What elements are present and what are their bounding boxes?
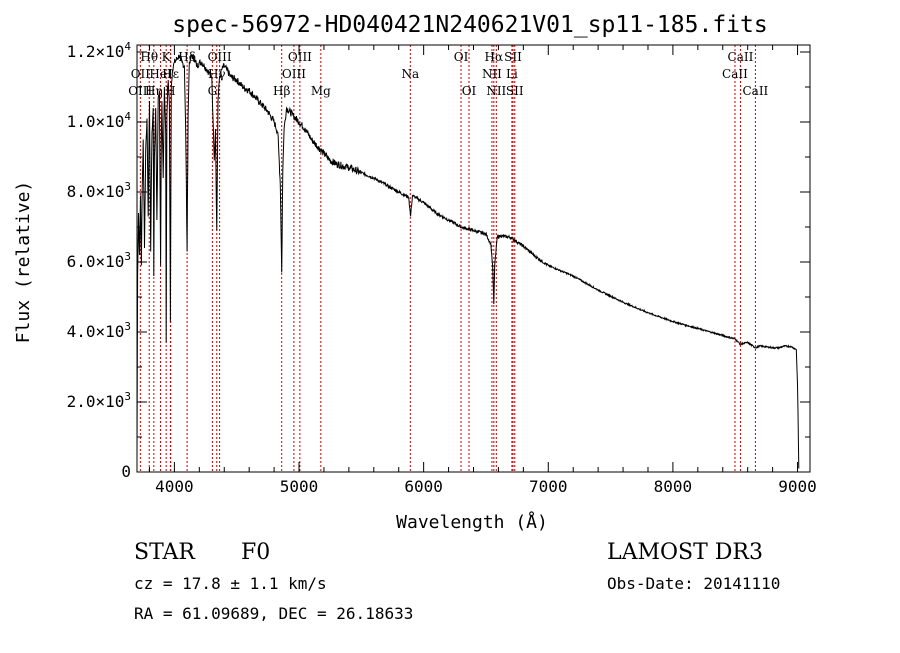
line-id-label-9: OIII — [208, 50, 232, 64]
line-id-label-14: Hβ — [273, 84, 290, 98]
line-id-label-8: H — [165, 84, 175, 98]
y-tick-label-2: 4.0×103 — [67, 320, 131, 341]
line-id-label-19: Hα — [485, 50, 504, 64]
line-id-label-7: Hε — [162, 67, 179, 81]
chart-title: spec-56972-HD040421N240621V01_sp11-185.f… — [172, 12, 767, 38]
line-id-label-26: CaII — [722, 67, 748, 81]
spectral-subclass: F0 — [241, 540, 271, 565]
x-tick-label-2: 6000 — [404, 477, 443, 496]
line-id-label-0: Hθ — [140, 50, 158, 64]
y-tick-label-4: 8.0×103 — [67, 180, 131, 201]
redshift-cz: cz = 17.8 ± 1.1 km/s — [134, 574, 327, 593]
line-id-label-15: Mg — [311, 84, 331, 98]
line-id-label-12: OIII — [288, 50, 312, 64]
y-tick-label-3: 6.0×103 — [67, 250, 131, 271]
line-id-label-25: CaII — [728, 50, 754, 64]
line-id-label-24: SII — [506, 84, 524, 98]
line-id-label-5: Hη — [145, 84, 163, 98]
x-tick-label-0: 4000 — [155, 477, 194, 496]
line-id-label-22: Li — [506, 67, 518, 81]
line-id-label-13: OIII — [282, 67, 306, 81]
line-id-label-23: NII — [486, 84, 506, 98]
y-tick-label-1: 2.0×103 — [67, 390, 131, 411]
x-tick-label-1: 5000 — [280, 477, 319, 496]
line-id-label-27: CaII — [742, 84, 768, 98]
line-id-label-18: OI — [462, 84, 477, 98]
y-tick-label-6: 1.2×104 — [67, 40, 132, 61]
x-axis: 4000 5000 6000 7000 8000 9000 — [148, 45, 817, 496]
y-tick-label-5: 1.0×104 — [67, 110, 132, 131]
object-type: STAR — [134, 540, 195, 565]
x-tick-label-3: 7000 — [529, 477, 568, 496]
marker-lines — [139, 45, 756, 472]
survey-name: LAMOST DR3 — [607, 540, 763, 565]
x-tick-label-4: 8000 — [654, 477, 693, 496]
y-axis: 0 2.0×103 4.0×103 6.0×103 8.0×103 1.0×104 1.2×… — [67, 40, 810, 481]
line-id-label-1: OII — [131, 67, 151, 81]
ra-dec-coordinates: RA = 61.09689, DEC = 26.18633 — [134, 604, 414, 623]
observation-date: Obs-Date: 20141110 — [607, 574, 781, 593]
x-tick-label-5: 9000 — [778, 477, 817, 496]
line-id-label-2: OIII — [128, 84, 152, 98]
line-id-label-20: SII — [504, 50, 522, 64]
line-id-label-16: Na — [401, 67, 419, 81]
x-axis-label: Wavelength (Å) — [396, 511, 548, 533]
line-id-label-6: Hδ — [178, 50, 196, 64]
y-tick-label-0: 0 — [121, 462, 131, 481]
line-id-label-17: OI — [454, 50, 469, 64]
y-axis-label: Flux (relative) — [13, 181, 34, 344]
line-id-label-4: HeI — [149, 67, 172, 81]
plot-frame — [136, 44, 811, 473]
spectrum-line — [136, 53, 800, 469]
line-id-label-3: K — [162, 50, 172, 64]
line-id-label-21: NII — [482, 67, 502, 81]
